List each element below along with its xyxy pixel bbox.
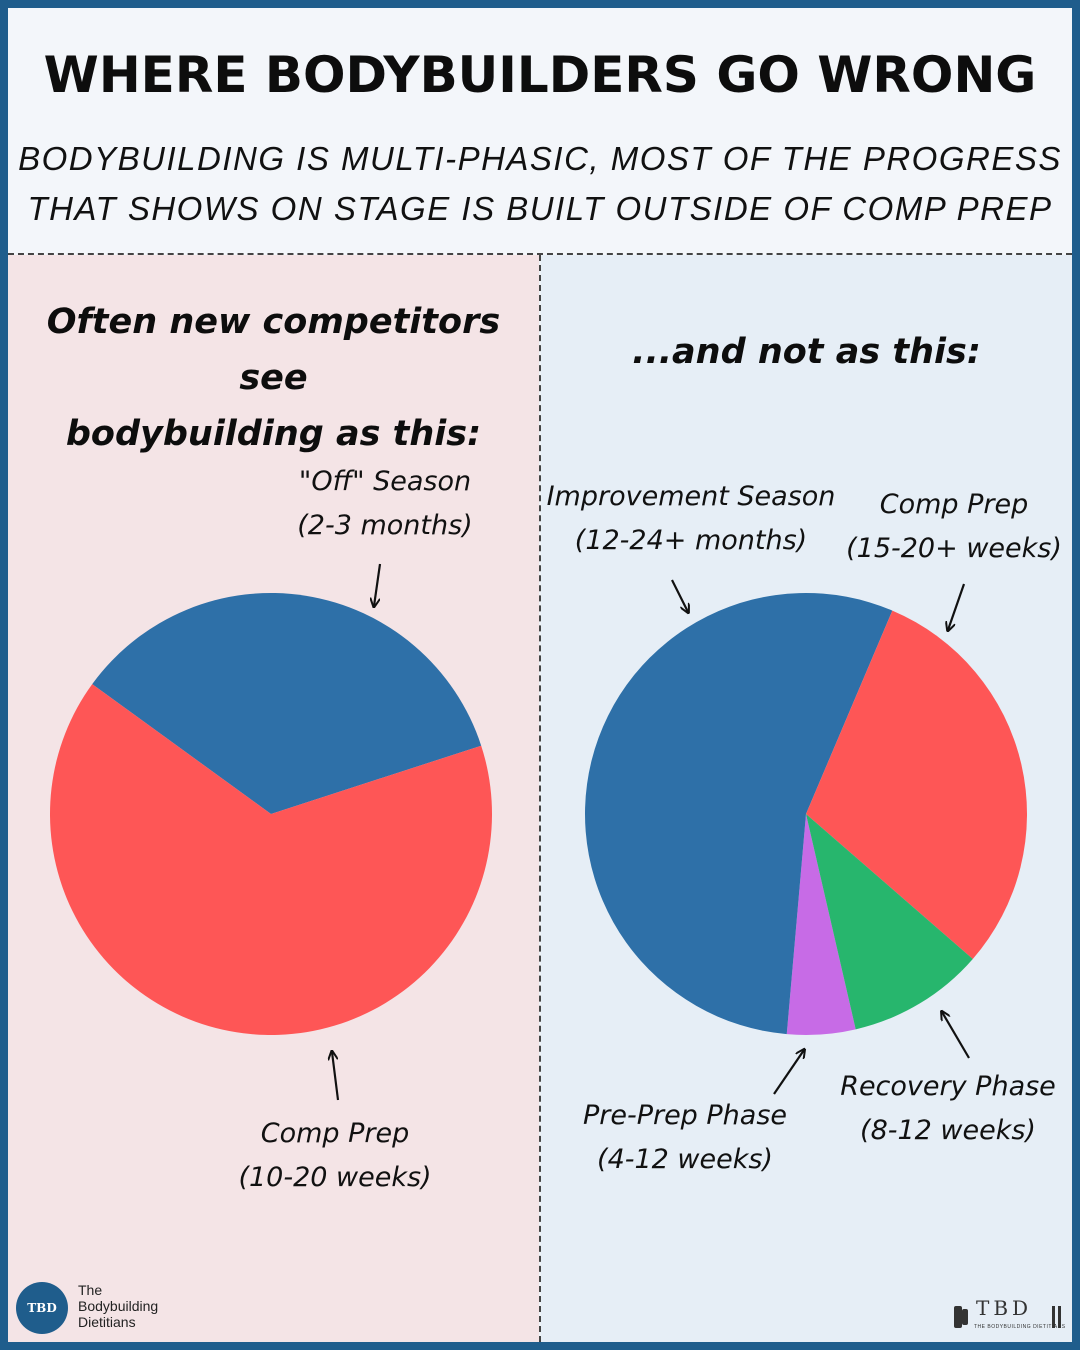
label-comp-prep-right-range: (15-20+ weeks) — [846, 533, 1062, 564]
left-heading-line-1: Often new competitors see — [46, 302, 501, 398]
brand-logo-text: The Bodybuilding Dietitians — [78, 1282, 218, 1330]
pie-slice-comp-prep — [806, 610, 1028, 959]
arrow-comp-prep-right — [948, 583, 966, 630]
brand-logo-right: TBD THE BODYBUILDING DIETITIANS — [948, 1294, 1066, 1338]
knife-icon — [1058, 1306, 1061, 1328]
brand-logo-line-3: Dietitians — [78, 1314, 136, 1330]
label-improvement-season: Improvement Season (12-24+ months) — [546, 475, 836, 563]
subtitle-line-1: BODYBUILDING IS MULTI-PHASIC, MOST OF TH… — [18, 140, 1062, 177]
label-pre-prep-phase-range: (4-12 weeks) — [597, 1144, 773, 1175]
pie-slice-off-season — [92, 593, 482, 814]
label-pre-prep-phase-name: Pre-Prep Phase — [582, 1100, 788, 1131]
label-off-season-range: (2-3 months) — [297, 510, 473, 541]
dumbbell-icon — [954, 1306, 962, 1328]
label-recovery-phase-range: (8-12 weeks) — [860, 1115, 1036, 1146]
label-comp-prep-left-range: (10-20 weeks) — [238, 1162, 432, 1193]
arrow-off-season — [374, 563, 382, 606]
left-heading-line-2: bodybuilding as this: — [65, 414, 482, 454]
brand-logo-left: TBD The Bodybuilding Dietitians — [16, 1280, 216, 1336]
dumbbell-plate-icon — [962, 1309, 968, 1325]
page-subtitle: BODYBUILDING IS MULTI-PHASIC, MOST OF TH… — [8, 134, 1072, 234]
brand-logo-right-sub: THE BODYBUILDING DIETITIANS — [974, 1324, 1066, 1330]
header: WHERE BODYBUILDERS GO WRONG BODYBUILDING… — [8, 8, 1072, 255]
page-title: WHERE BODYBUILDERS GO WRONG — [43, 46, 1037, 104]
label-recovery-phase-name: Recovery Phase — [840, 1071, 1056, 1102]
arrow-improvement-season — [671, 579, 688, 612]
arrow-recovery-phase — [942, 1012, 970, 1059]
label-off-season: "Off" Season (2-3 months) — [270, 460, 500, 548]
label-comp-prep-left-name: Comp Prep — [260, 1118, 410, 1149]
label-pre-prep-phase: Pre-Prep Phase (4-12 weeks) — [574, 1094, 796, 1182]
label-recovery-phase: Recovery Phase (8-12 weeks) — [832, 1065, 1064, 1153]
pie-slice-comp-prep — [50, 684, 493, 1035]
charts-canvas — [50, 563, 1028, 1101]
label-comp-prep-right-name: Comp Prep — [879, 489, 1029, 520]
pie-slice-pre-prep-phase — [786, 814, 856, 1035]
subtitle-line-2: THAT SHOWS ON STAGE IS BUILT OUTSIDE OF … — [27, 190, 1053, 227]
brand-logo-line-2: Bodybuilding — [78, 1298, 159, 1314]
left-panel-heading: Often new competitors see bodybuilding a… — [8, 294, 539, 462]
pie-slice-improvement-season — [585, 593, 893, 1035]
left-pie-chart — [50, 593, 493, 1035]
arrow-pre-prep-phase — [773, 1050, 804, 1095]
arrow-comp-prep-left — [332, 1052, 340, 1101]
brand-logo-right-mark: TBD — [976, 1296, 1033, 1320]
label-comp-prep-right: Comp Prep (15-20+ weeks) — [844, 483, 1064, 571]
right-pie-chart — [585, 593, 1028, 1035]
label-improvement-season-name: Improvement Season — [546, 481, 836, 512]
brand-logo-line-1: The — [78, 1282, 103, 1298]
brand-logo-badge: TBD — [16, 1282, 68, 1334]
right-panel-heading: ...and not as this: — [632, 332, 981, 372]
fork-icon — [1052, 1306, 1055, 1328]
pie-slice-recovery-phase — [806, 814, 973, 1030]
label-comp-prep-left: Comp Prep (10-20 weeks) — [220, 1112, 450, 1200]
annotation-arrows — [332, 563, 970, 1101]
panel-divider — [539, 255, 541, 1342]
label-off-season-name: "Off" Season — [298, 466, 472, 497]
label-improvement-season-range: (12-24+ months) — [574, 525, 808, 556]
